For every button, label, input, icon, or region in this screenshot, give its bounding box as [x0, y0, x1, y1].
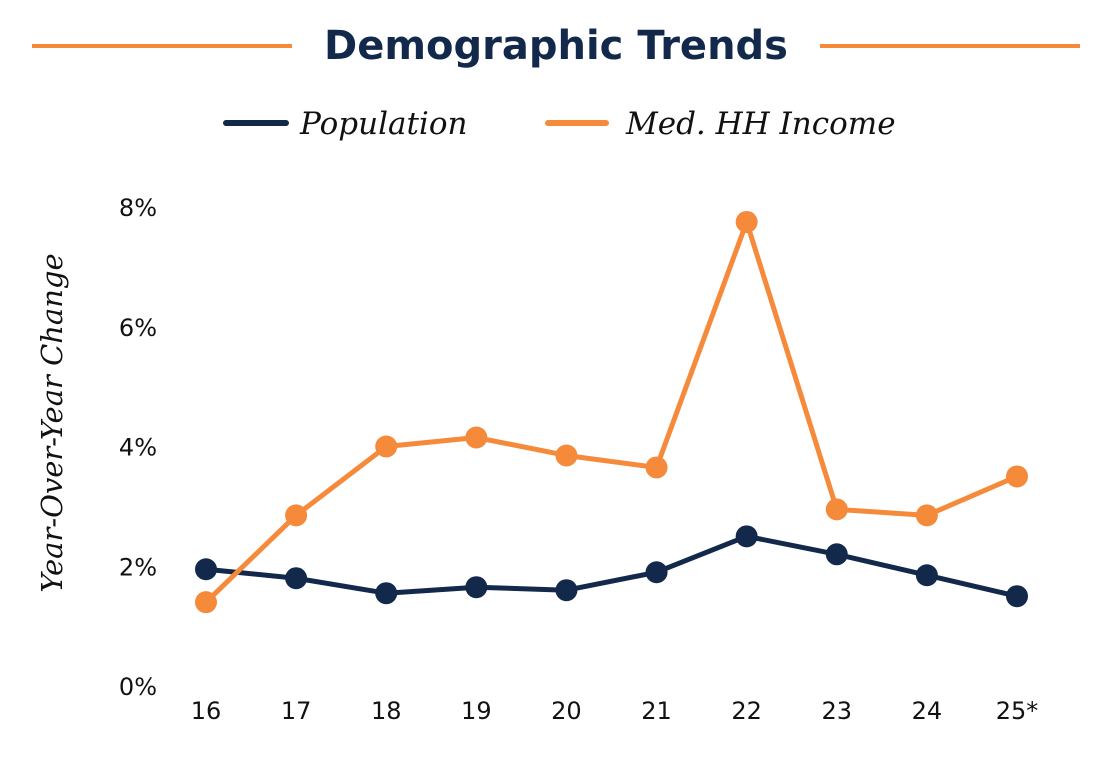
data-point-med-hh-income — [915, 504, 938, 527]
x-tick-label: 25* — [996, 697, 1039, 725]
x-tick-label: 19 — [461, 697, 492, 725]
data-point-population — [645, 561, 668, 584]
data-point-med-hh-income — [465, 426, 488, 449]
x-tick-label: 20 — [551, 697, 582, 725]
series-line-med-hh-income — [204, 219, 1018, 604]
data-point-population — [285, 567, 308, 590]
data-point-population — [555, 579, 578, 602]
data-point-population — [195, 558, 217, 581]
series-layer — [195, 210, 1028, 614]
y-tick-label: 4% — [119, 434, 157, 462]
x-axis-ticks: 16 17 18 19 20 21 22 23 24 25* — [191, 697, 1039, 725]
data-point-med-hh-income — [735, 210, 758, 233]
x-tick-label: 22 — [731, 697, 762, 725]
data-point-population — [735, 525, 758, 548]
x-tick-label: 21 — [641, 697, 672, 725]
legend-label-population: Population — [299, 106, 467, 142]
y-tick-label: 2% — [119, 553, 157, 581]
y-axis-ticks: 0% 2% 4% 6% 8% — [119, 194, 157, 701]
y-axis-label: Year-Over-Year Change — [35, 253, 69, 592]
x-tick-label: 16 — [191, 697, 222, 725]
x-tick-label: 23 — [822, 697, 853, 725]
data-point-med-hh-income — [1006, 465, 1028, 488]
legend: Population Med. HH Income — [223, 106, 896, 142]
data-point-med-hh-income — [195, 591, 217, 614]
x-tick-label: 17 — [281, 697, 312, 725]
series-line-population — [205, 533, 1018, 599]
data-point-population — [825, 543, 848, 566]
data-point-population — [375, 582, 398, 605]
chart-title: Demographic Trends — [324, 23, 788, 69]
data-point-med-hh-income — [645, 456, 668, 479]
data-point-med-hh-income — [555, 444, 578, 467]
data-point-med-hh-income — [375, 435, 398, 458]
data-point-population — [1006, 585, 1028, 608]
data-point-population — [465, 576, 488, 599]
x-tick-label: 24 — [912, 697, 943, 725]
data-point-med-hh-income — [285, 504, 308, 527]
legend-label-income: Med. HH Income — [625, 106, 896, 142]
x-tick-label: 18 — [371, 697, 402, 725]
y-tick-label: 6% — [119, 314, 157, 342]
data-point-population — [915, 564, 938, 587]
y-tick-label: 0% — [119, 673, 157, 701]
y-tick-label: 8% — [119, 194, 157, 222]
data-point-med-hh-income — [825, 498, 848, 521]
